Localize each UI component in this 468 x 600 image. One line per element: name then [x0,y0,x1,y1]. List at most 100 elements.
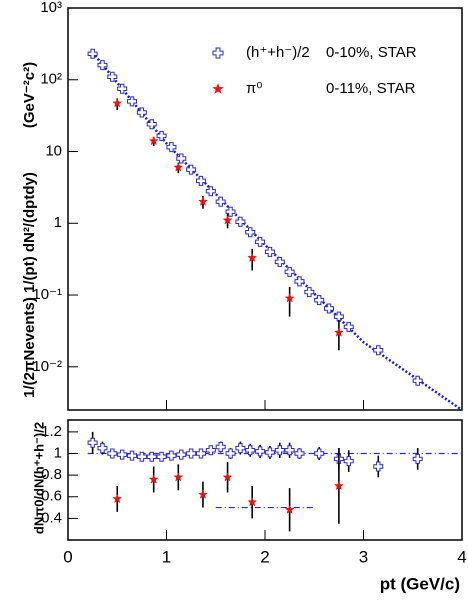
star-marker [148,135,159,146]
star-marker [197,489,208,499]
cross-marker [97,60,108,71]
star-marker [222,215,233,225]
cross-marker [274,256,285,267]
top-frame [67,7,463,411]
cross-marker [156,130,167,141]
cross-marker [136,451,147,462]
y-tick-label: 10⁻¹ [32,286,62,303]
cross-marker [314,295,325,306]
y-tick-label: 10⁻² [32,358,62,375]
cross-marker [146,119,157,130]
y-tick-label: 0.6 [41,488,62,505]
cross-marker [284,445,295,456]
cross-marker [412,453,423,464]
cross-marker [186,448,197,459]
cross-marker [87,437,98,448]
cross-marker [166,142,177,153]
cross-marker [186,164,197,175]
cross-marker [195,175,206,186]
cross-marker [324,303,335,314]
legend-note: 0-10%, STAR [326,44,417,61]
x-tick-label: 2 [260,547,269,566]
x-tick-label: 4 [457,547,466,566]
cross-marker [225,206,236,217]
star-marker [284,504,295,514]
star-marker [284,293,295,303]
star-marker [197,196,208,206]
star-marker [173,162,184,172]
cross-marker [107,71,118,82]
cross-marker [245,445,256,456]
x-tick-label: 1 [162,547,171,566]
star-marker [333,327,344,337]
x-tick-label: 3 [359,547,368,566]
cross-marker [294,276,305,287]
y-tick-label: 10² [40,71,62,88]
y-axis-label: 1/(2πNevents) 1/(pt) dN²/(dptdy) [21,172,38,398]
cross-marker [274,445,285,456]
cross-marker [117,449,128,460]
star-marker [148,474,159,484]
fit-line [91,51,463,412]
cross-marker [373,345,384,356]
cross-marker [294,448,305,459]
y-tick-label: 1 [54,214,62,231]
star-marker [173,472,184,482]
cross-marker [127,450,138,461]
cross-marker [333,311,344,322]
cross-marker [127,96,138,107]
legend-label: (h⁺+h⁻)/2 [246,44,310,61]
cross-marker [87,48,98,59]
bottom-frame [67,419,463,541]
cross-marker [284,266,295,277]
legend-label: π⁰ [246,80,262,97]
legend-marker [212,83,224,94]
ratio-axis-label: dNπ0/dN(h⁺+h⁻)/2 [31,422,46,534]
y-tick-label: 10³ [40,0,62,16]
cross-marker [176,153,187,164]
star-marker [247,496,258,507]
cross-marker [146,451,157,462]
cross-marker [245,227,256,238]
y-axis-unit: (GeV⁻²c²) [21,62,38,128]
star-marker [333,480,344,491]
cross-marker [235,216,246,227]
y-tick-label: 10 [45,142,62,159]
cross-marker [314,448,325,459]
x-tick-label: 0 [63,547,72,566]
cross-marker [136,107,147,118]
cross-marker [156,451,167,462]
cross-marker [304,287,315,298]
star-marker [112,493,123,504]
cross-marker [166,450,177,461]
cross-marker [195,448,206,459]
cross-marker [215,442,226,453]
cross-marker [343,321,354,332]
y-tick-label: 0.4 [41,509,62,526]
star-marker [222,472,233,482]
cross-marker [176,449,187,460]
cross-marker [215,196,226,207]
cross-marker [255,236,266,247]
star-marker [247,252,258,263]
cross-marker [255,446,266,457]
cross-marker [412,375,423,386]
star-marker [112,98,123,108]
y-tick-label: 0.8 [41,466,62,483]
cross-marker [235,443,246,454]
cross-marker [205,445,216,456]
cross-marker [373,461,384,472]
x-axis-label: pt (GeV/c) [380,574,460,593]
cross-marker [264,246,275,257]
cross-marker [225,448,236,459]
legend-note: 0-11%, STAR [326,80,416,97]
cross-marker [343,456,354,467]
cross-marker [97,443,108,454]
cross-marker [107,448,118,459]
y-tick-label: 1 [54,444,62,461]
legend-marker [212,47,224,59]
cross-marker [205,186,216,197]
y-tick-label: 1.2 [41,423,62,440]
cross-marker [264,447,275,458]
